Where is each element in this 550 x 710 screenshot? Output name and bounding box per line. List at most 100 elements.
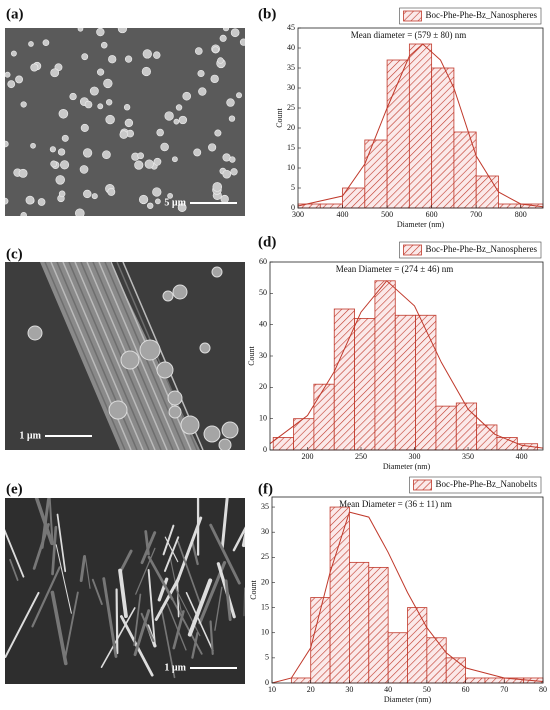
nanobelt: [63, 591, 79, 662]
particle: [236, 92, 242, 99]
particle: [69, 92, 77, 101]
nanobelt: [5, 528, 25, 578]
particle: [105, 114, 115, 125]
particle: [105, 99, 113, 106]
nanobelt: [232, 526, 245, 552]
y-tick-label: 30: [259, 351, 267, 360]
nanobelt: [5, 591, 40, 658]
particle: [171, 156, 178, 163]
nanobelt: [190, 539, 199, 566]
particle: [58, 190, 66, 198]
particle: [124, 55, 133, 63]
nanobelt: [166, 603, 187, 651]
y-tick-label: 0: [265, 678, 269, 687]
fiber: [56, 262, 138, 450]
plot-frame: [271, 496, 544, 684]
x-tick-label: 400: [337, 210, 349, 219]
y-tick-label: 25: [261, 552, 269, 561]
nanobelt: [133, 593, 142, 647]
nanobelt: [191, 631, 199, 659]
histogram-bar: [476, 424, 498, 451]
x-tick-label: 60: [462, 685, 470, 694]
x-tick-label: 400: [516, 452, 528, 461]
nanobelt: [154, 577, 180, 621]
particle: [152, 187, 162, 197]
particle: [153, 51, 161, 59]
particle: [84, 100, 93, 109]
panel-label: (b): [258, 6, 276, 22]
histogram-bar: [435, 405, 457, 451]
nanobelt: [174, 586, 201, 637]
particle: [193, 148, 202, 157]
legend-swatch: [403, 10, 422, 22]
x-tick-label: 50: [423, 685, 431, 694]
x-axis-label: Diameter (nm): [383, 462, 431, 471]
y-tick-label: 10: [259, 413, 267, 422]
nanobelt: [102, 577, 118, 658]
particle: [226, 98, 235, 107]
particle: [15, 75, 23, 84]
fiber: [62, 262, 144, 450]
histogram-bar: [426, 637, 447, 684]
nanobelt: [48, 498, 54, 546]
nanobelt: [172, 610, 185, 650]
histogram-bar: [453, 131, 477, 209]
y-tick-label: 35: [261, 502, 269, 511]
nanobelt: [32, 523, 50, 570]
particle: [153, 157, 162, 166]
y-tick-label: 20: [259, 382, 267, 391]
nanobelt: [177, 540, 202, 607]
histogram-bar: [415, 314, 437, 451]
panel-label: (a): [6, 6, 24, 22]
histogram-bar: [431, 67, 455, 209]
histogram-bar: [349, 561, 370, 684]
sem-image: [5, 498, 245, 684]
sphere: [168, 405, 182, 419]
y-tick-label: 15: [287, 143, 295, 152]
histogram-bar: [475, 175, 499, 209]
particle: [30, 142, 36, 149]
histogram-bar: [290, 677, 312, 684]
particle: [80, 123, 89, 132]
fit-curve: [271, 511, 544, 684]
particle: [20, 212, 27, 216]
particle: [75, 208, 85, 216]
x-tick-label: 70: [500, 685, 508, 694]
particle: [79, 165, 89, 174]
annotation: Mean Diameter = (274 ± 46) nm: [336, 264, 453, 274]
particle: [5, 71, 11, 78]
sphere: [108, 400, 128, 420]
legend-label: Boc-Phe-Phe-Bz_Nanospheres: [426, 10, 538, 20]
sphere: [139, 339, 161, 361]
particle: [83, 189, 92, 199]
nanobelt: [79, 554, 86, 583]
particle: [96, 68, 105, 76]
fiber: [68, 262, 150, 450]
particle: [194, 47, 203, 55]
particle: [117, 28, 128, 34]
sphere: [221, 421, 239, 439]
particle: [144, 159, 154, 169]
histogram-bar: [445, 657, 466, 684]
particle: [222, 28, 230, 32]
panel-label: (f): [258, 481, 273, 497]
y-tick-label: 10: [287, 163, 295, 172]
nanobelt: [100, 607, 136, 668]
sphere: [199, 342, 211, 354]
y-tick-label: 0: [263, 445, 267, 454]
fiber: [98, 262, 180, 450]
nanobelt: [224, 579, 232, 622]
particle: [77, 28, 84, 32]
particle: [50, 68, 60, 78]
y-axis-label: Count: [275, 107, 284, 127]
histogram-bar: [394, 314, 416, 451]
nanobelt: [214, 586, 223, 631]
particle: [141, 66, 151, 77]
histogram-bar: [319, 203, 343, 209]
particle: [10, 50, 17, 57]
particle: [96, 28, 105, 37]
x-tick-label: 80: [539, 685, 547, 694]
nanobelt: [135, 547, 156, 595]
legend-swatch: [403, 244, 422, 256]
